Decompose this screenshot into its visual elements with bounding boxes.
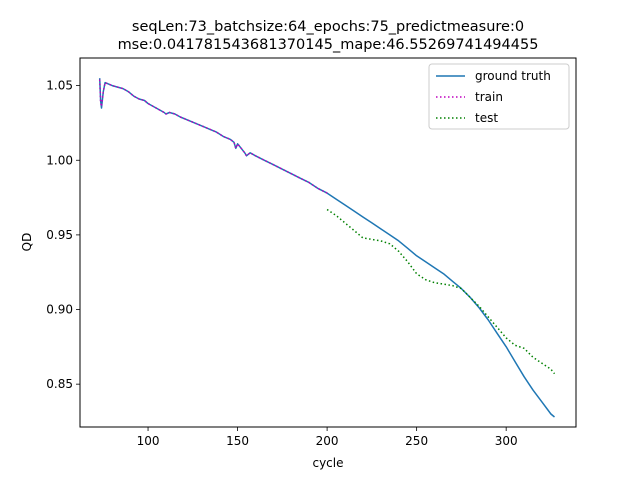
legend-box — [428, 63, 570, 130]
x-tick-label: 250 — [405, 434, 428, 448]
plot-area: 100 150 200 250 300 0.85 0.90 0.95 1.00 1.05 — [46, 57, 577, 448]
y-tick-label: 1.00 — [46, 153, 73, 167]
x-tick-label: 300 — [495, 434, 518, 448]
x-axis-label: cycle — [312, 456, 343, 470]
x-tick-label: 100 — [137, 434, 160, 448]
y-tick-label: 0.95 — [46, 228, 73, 242]
y-axis-ticks: 0.85 0.90 0.95 1.00 1.05 — [46, 79, 80, 391]
series-layer — [98, 78, 556, 418]
y-axis-label: QD — [20, 233, 34, 252]
legend: ground truth train test — [428, 63, 570, 130]
chart-title-line-2: mse:0.041781543681370145_mape:46.5526974… — [118, 37, 539, 53]
legend-label-ground-truth: ground truth — [475, 69, 551, 83]
series-line-train — [98, 79, 328, 194]
chart-title-line-1: seqLen:73_batchsize:64_epochs:75_predict… — [132, 19, 524, 35]
legend-label-test: test — [475, 111, 498, 125]
series-line-test — [326, 208, 556, 375]
x-tick-label: 200 — [316, 434, 339, 448]
y-tick-label: 0.90 — [46, 303, 73, 317]
y-tick-label: 1.05 — [46, 79, 73, 93]
x-tick-label: 150 — [226, 434, 249, 448]
legend-label-train: train — [475, 90, 503, 104]
x-axis-ticks: 100 150 200 250 300 — [137, 427, 518, 448]
y-tick-label: 0.85 — [46, 377, 73, 391]
plot-frame — [79, 57, 577, 428]
